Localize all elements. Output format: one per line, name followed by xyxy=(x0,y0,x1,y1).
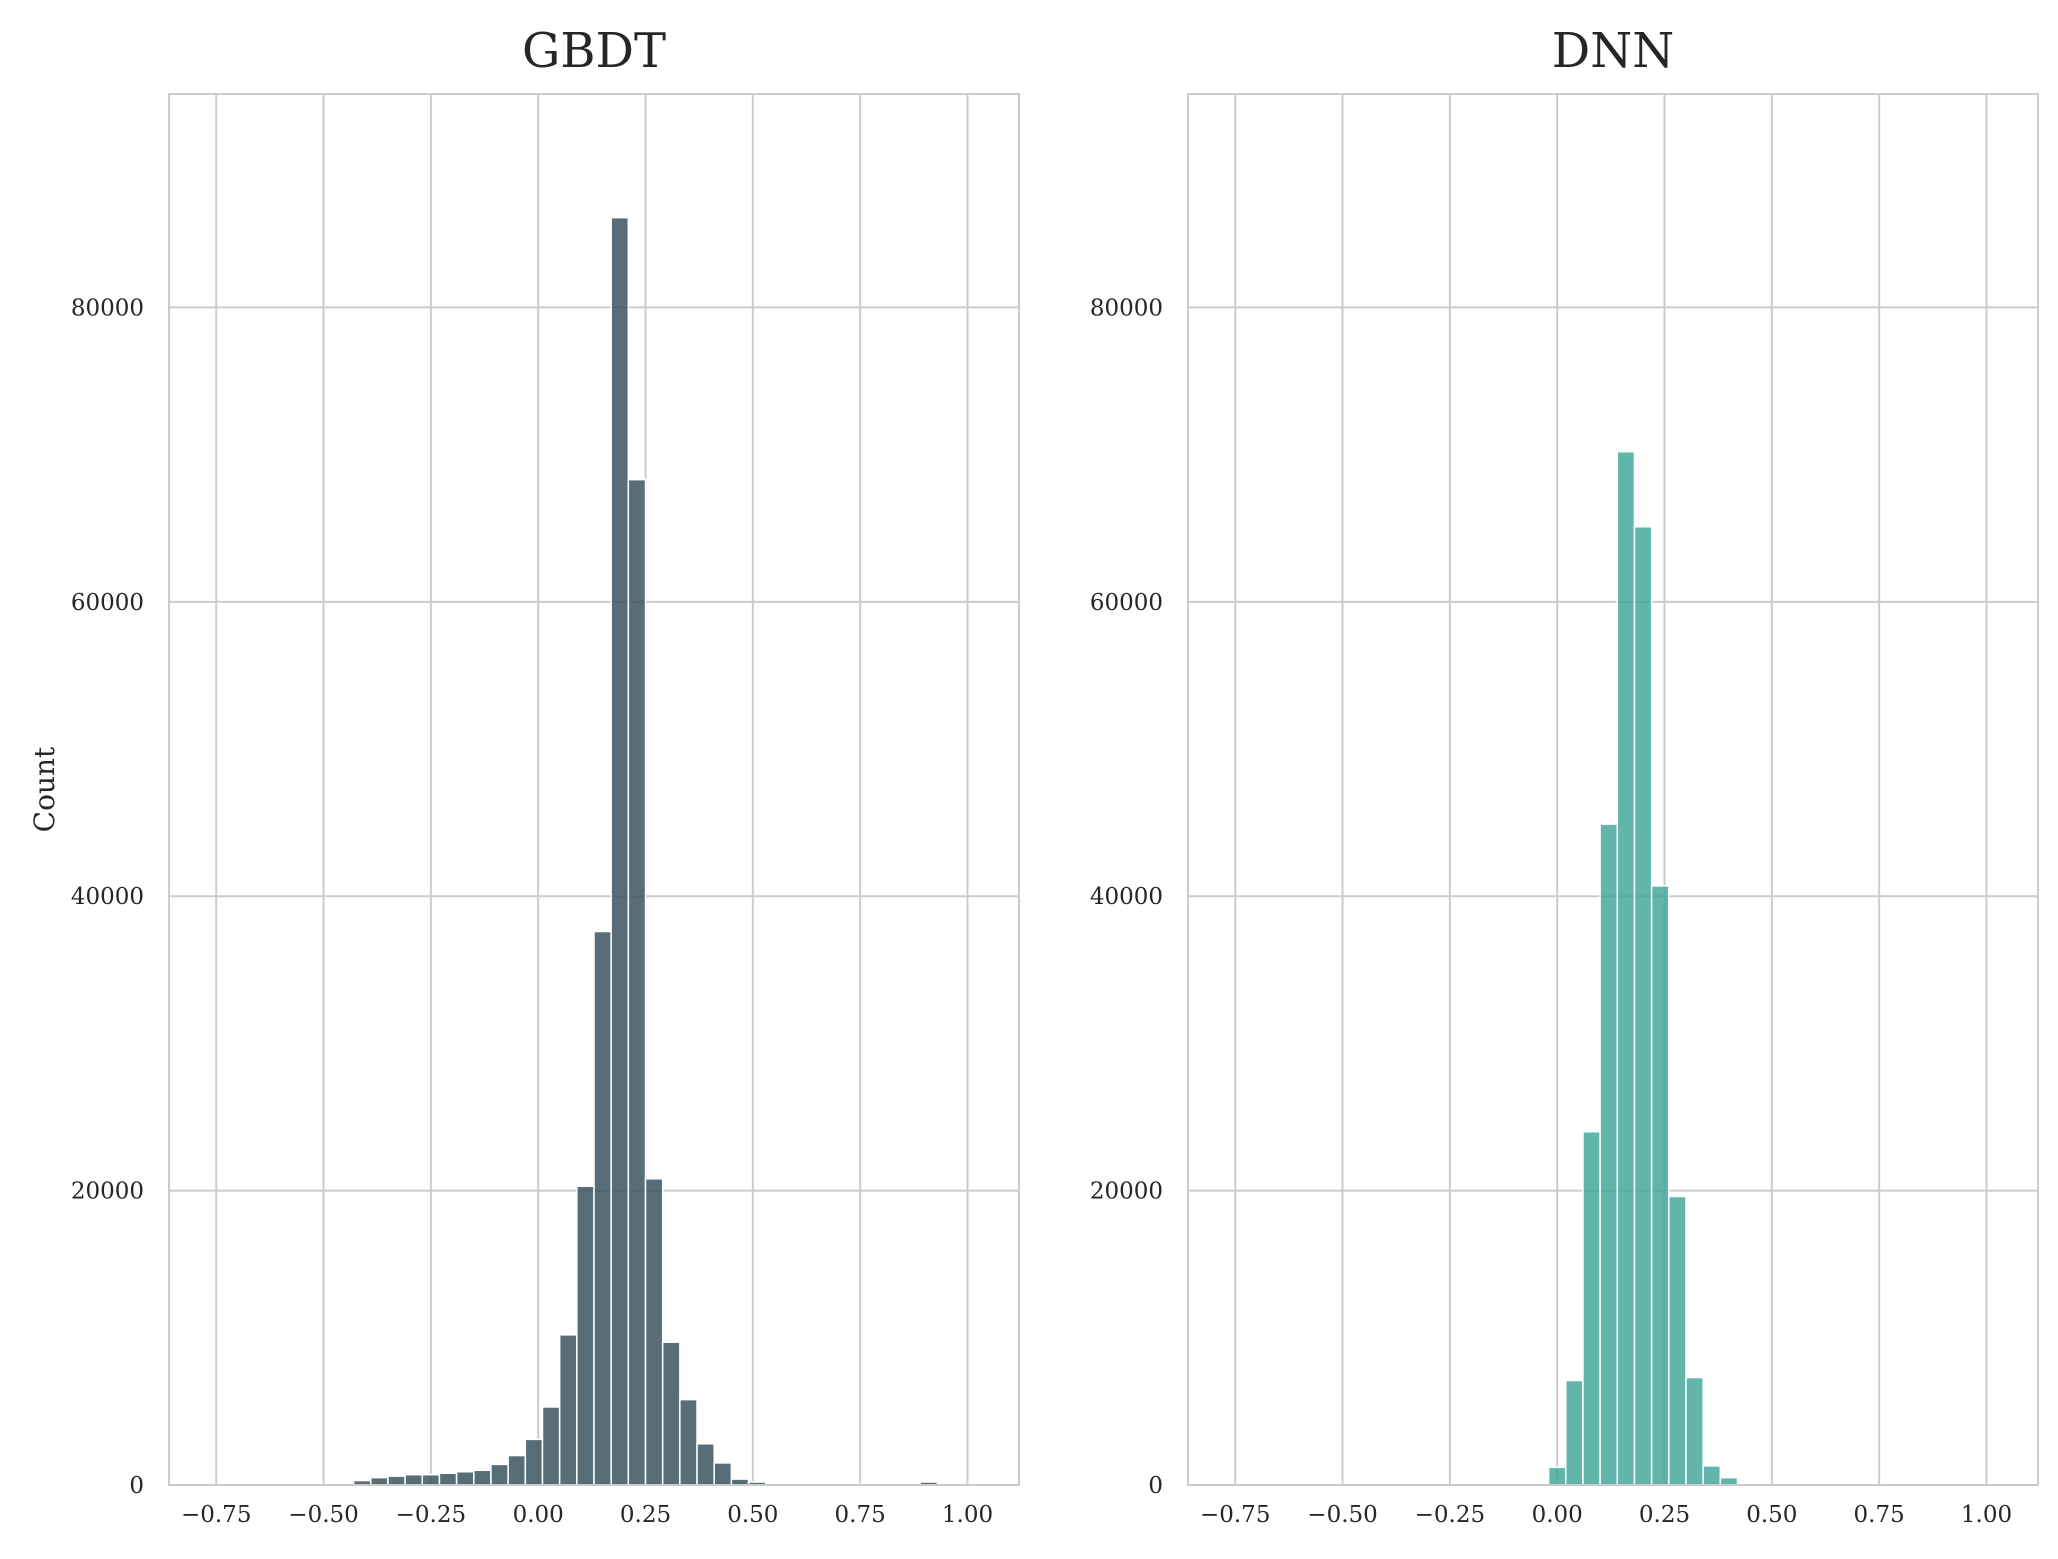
dnn-histogram-bar xyxy=(1565,1379,1584,1486)
gbdt-histogram-bar xyxy=(696,1443,715,1486)
dnn-y-tick-label: 80000 xyxy=(1090,295,1163,321)
gbdt-histogram-bar xyxy=(387,1475,406,1486)
dnn-histogram-bar xyxy=(1719,1476,1739,1486)
dnn-histogram-bar xyxy=(1702,1465,1722,1486)
gbdt-histogram-bar xyxy=(593,930,612,1486)
dnn-x-tick-label: 0.50 xyxy=(1746,1502,1797,1528)
dnn-panel: −0.75 −0.50 −0.25 0.00 0.25 0.50 0.75 1.00 0 2000… xyxy=(1090,23,2039,1528)
gbdt-x-tick-label: 1.00 xyxy=(942,1502,993,1528)
gbdt-histogram-bar xyxy=(610,216,630,1486)
gbdt-x-tick-label: −0.50 xyxy=(288,1502,358,1528)
dnn-histogram-bar xyxy=(1685,1376,1704,1486)
dnn-chart-title: DNN xyxy=(1552,23,1674,79)
dnn-x-tick-label: −0.50 xyxy=(1307,1502,1377,1528)
gbdt-x-tick-label: 0.50 xyxy=(727,1502,778,1528)
gbdt-y-tick-label: 40000 xyxy=(71,884,144,910)
dnn-histogram-bar xyxy=(1582,1130,1601,1486)
gbdt-histogram-bar xyxy=(713,1462,733,1486)
gbdt-histogram-bar xyxy=(661,1341,681,1486)
gbdt-chart-title: GBDT xyxy=(522,23,666,79)
dnn-x-tick-label: 0.75 xyxy=(1854,1502,1905,1528)
dnn-axes-frame xyxy=(1187,93,2039,1486)
dnn-histogram-bar xyxy=(1668,1195,1687,1486)
dnn-x-tick-label: 0.00 xyxy=(1532,1502,1583,1528)
gbdt-histogram-bar xyxy=(644,1178,664,1486)
dnn-x-tick-label: −0.75 xyxy=(1200,1502,1270,1528)
gbdt-x-tick-label: −0.75 xyxy=(181,1502,251,1528)
dnn-histogram-bar xyxy=(1633,526,1653,1486)
gbdt-histogram-bar xyxy=(576,1185,595,1486)
gbdt-y-tick-label: 20000 xyxy=(71,1179,144,1205)
dnn-histogram-bar xyxy=(1599,823,1619,1486)
gbdt-x-tick-label: −0.25 xyxy=(396,1502,466,1528)
gbdt-histogram-bar xyxy=(507,1454,527,1486)
gbdt-histogram-bar xyxy=(473,1469,492,1486)
dnn-histogram-bar xyxy=(1650,885,1670,1486)
dnn-histogram-bar xyxy=(1547,1466,1567,1486)
dnn-y-tick-label: 40000 xyxy=(1090,884,1163,910)
gbdt-x-tick-label: 0.00 xyxy=(513,1502,564,1528)
gbdt-histogram-bar xyxy=(370,1476,389,1486)
gbdt-histogram-bar xyxy=(421,1473,441,1486)
dnn-y-tick-label: 60000 xyxy=(1090,590,1163,616)
dnn-histogram-bar xyxy=(1616,450,1636,1486)
dnn-x-tick-label: −0.25 xyxy=(1415,1502,1485,1528)
gbdt-histogram-bar xyxy=(490,1463,509,1486)
gbdt-histogram-bar xyxy=(558,1334,578,1486)
dnn-y-tick-label: 0 xyxy=(1148,1473,1163,1499)
dnn-x-tick-label: 0.25 xyxy=(1639,1502,1690,1528)
gbdt-histogram-bar xyxy=(541,1406,561,1486)
gbdt-y-tick-label: 0 xyxy=(129,1473,144,1499)
dnn-x-tick-label: 1.00 xyxy=(1961,1502,2012,1528)
gbdt-x-tick-label: 0.25 xyxy=(620,1502,671,1528)
gbdt-x-tick-label: 0.75 xyxy=(835,1502,886,1528)
gbdt-y-tick-label: 60000 xyxy=(71,590,144,616)
gbdt-axes-frame xyxy=(168,93,1020,1486)
gbdt-histogram-bar xyxy=(438,1472,458,1486)
gbdt-histogram-bar xyxy=(524,1438,544,1486)
gbdt-panel: −0.75 −0.50 −0.25 0.00 0.25 0.50 0.75 1.00 0 2000… xyxy=(28,23,1020,1528)
dnn-y-tick-label: 20000 xyxy=(1090,1179,1163,1205)
gbdt-histogram-bar xyxy=(679,1398,698,1486)
gbdt-y-tick-label: 80000 xyxy=(71,295,144,321)
gbdt-y-axis-label: Count xyxy=(28,746,61,832)
gbdt-histogram-bar xyxy=(455,1471,475,1486)
gbdt-histogram-bar xyxy=(404,1473,424,1486)
gbdt-histogram-bar xyxy=(627,478,647,1486)
